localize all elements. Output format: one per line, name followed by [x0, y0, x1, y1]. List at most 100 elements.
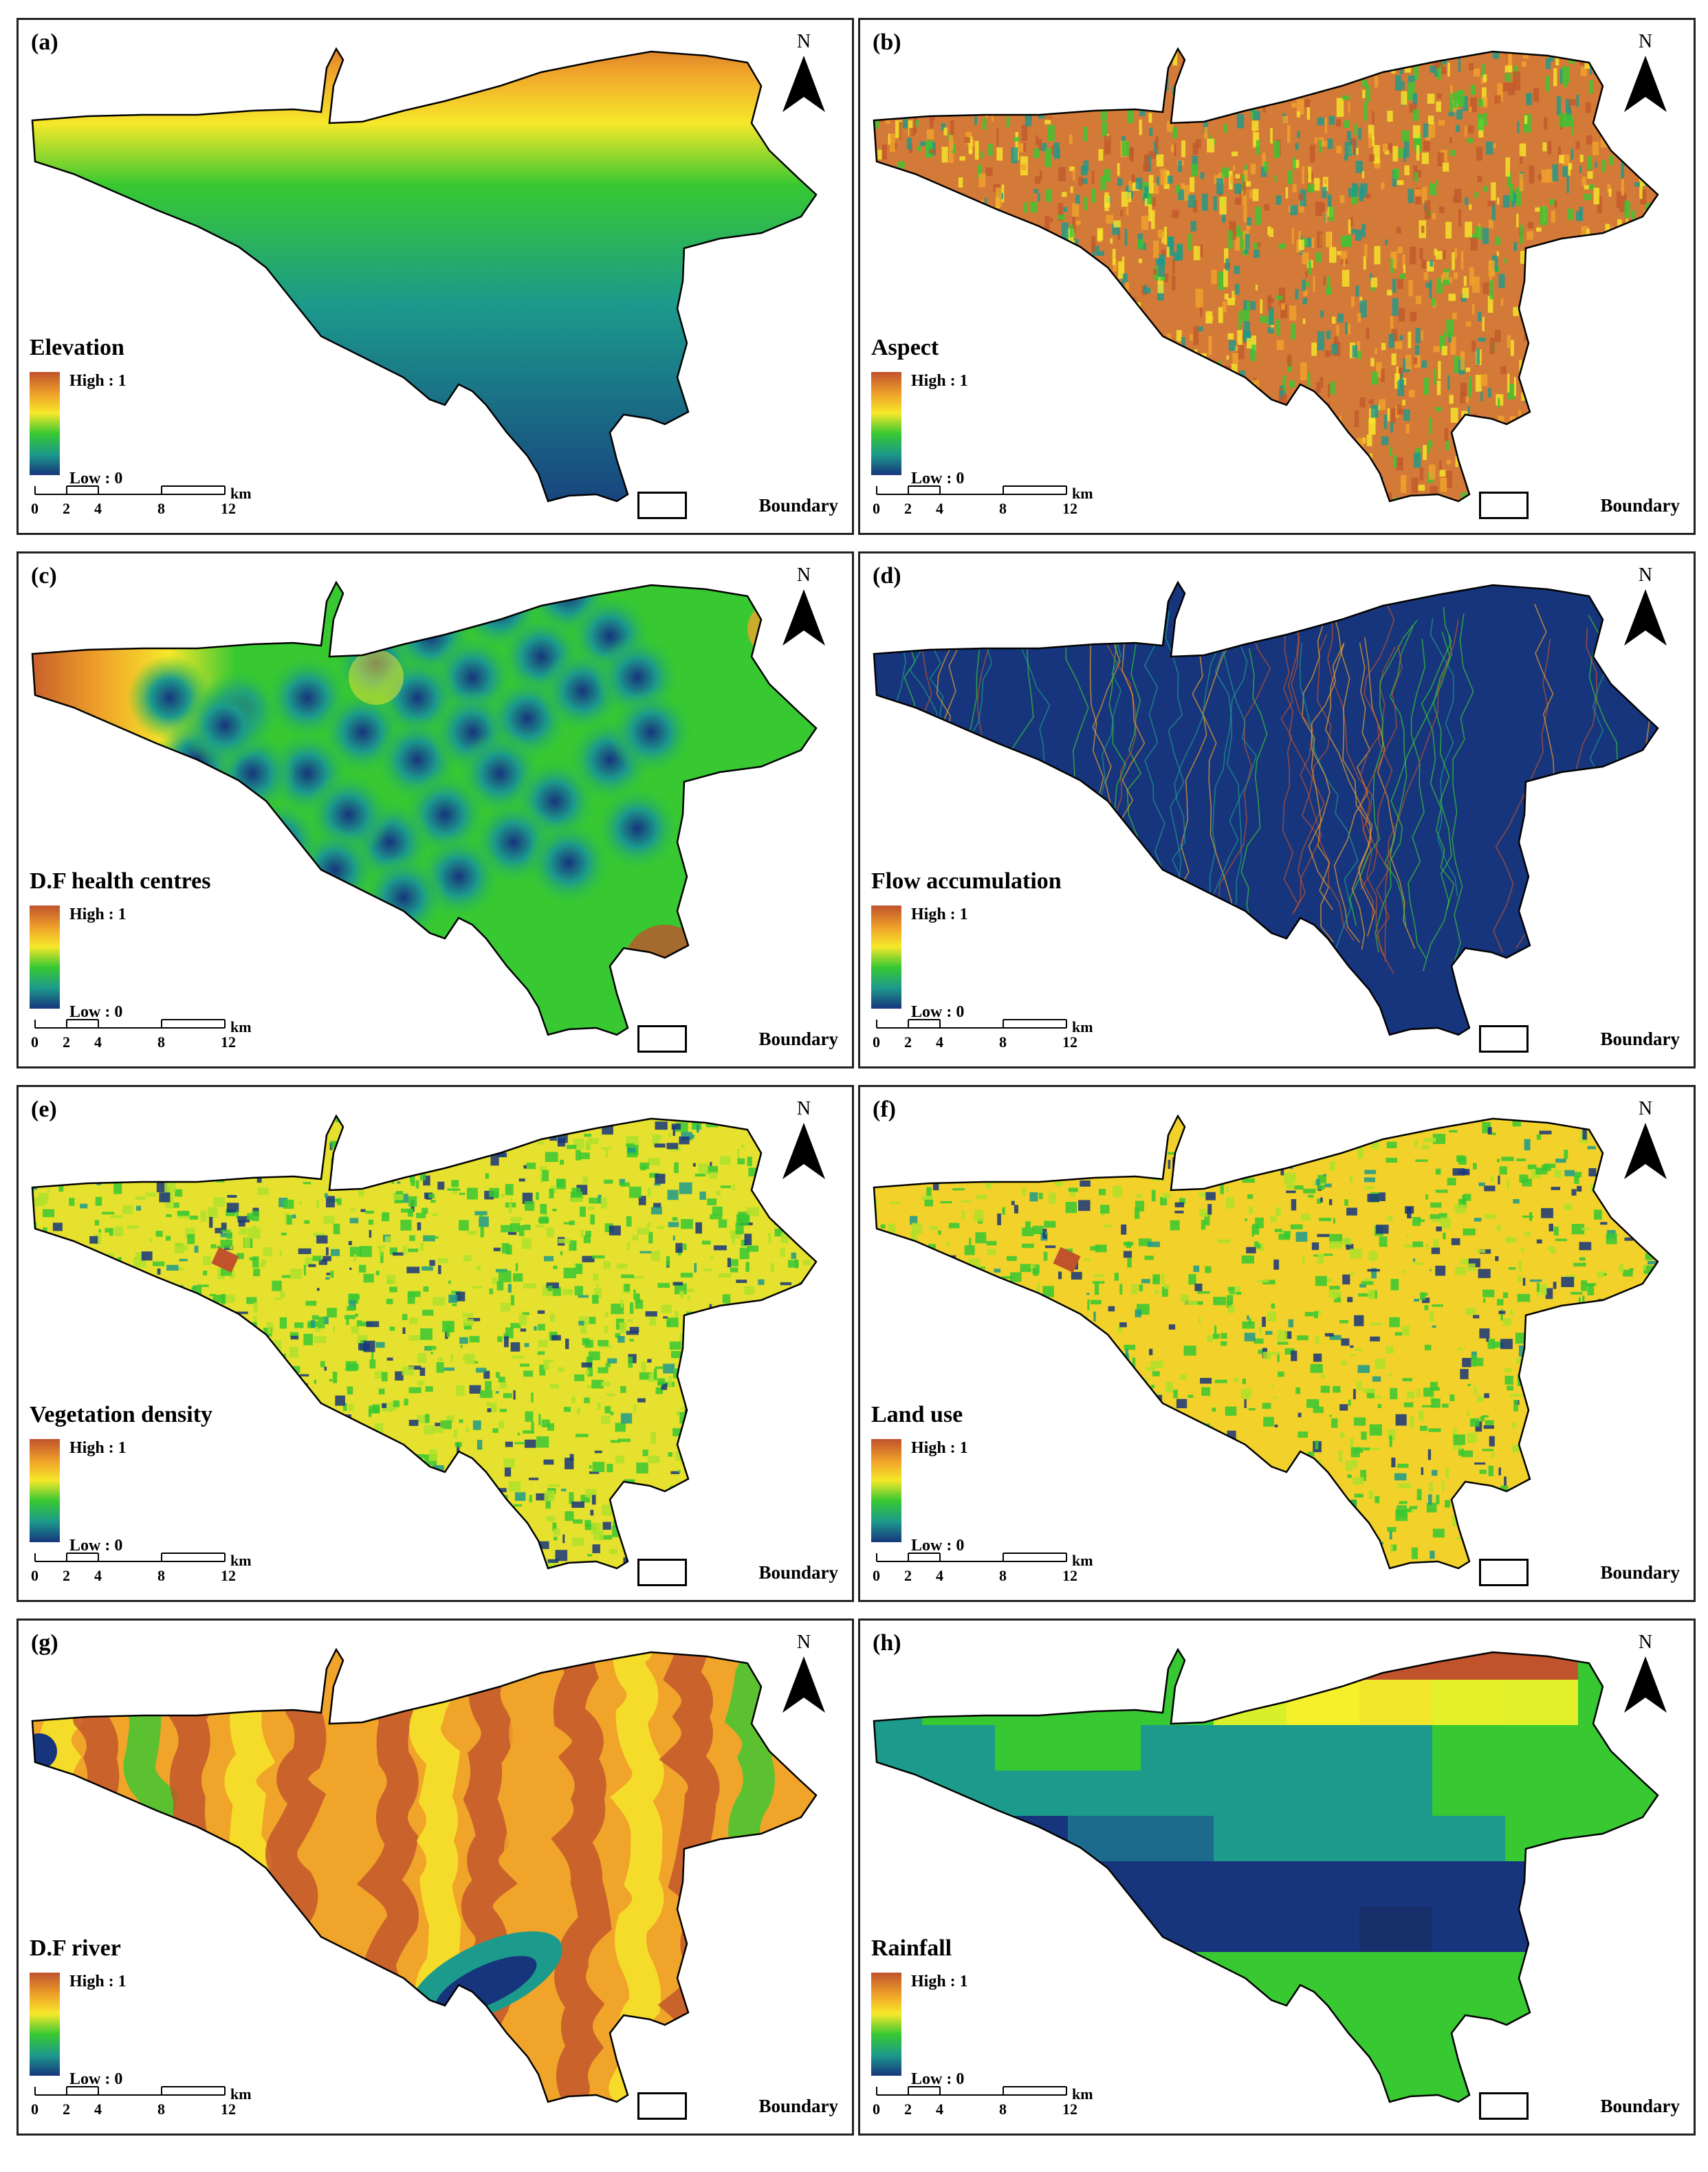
scale-unit: km	[230, 485, 252, 502]
legend-title: D.F health centres	[30, 868, 211, 894]
map-raster	[31, 1647, 818, 2103]
boundary-legend-swatch	[637, 1025, 687, 1053]
north-arrow-icon	[782, 589, 825, 646]
scale-tick-label: 4	[94, 2100, 102, 2118]
legend-low-label: Low : 0	[69, 1537, 123, 1555]
north-arrow-icon	[1624, 589, 1667, 646]
map-panel-rainfall: (h) N Rainfall High : 1 Low : 0 0 2 4 8 12 km Bound…	[858, 1619, 1696, 2136]
region-boundary	[873, 47, 1659, 503]
scale-bar-graphic	[876, 2086, 1067, 2096]
map-raster	[873, 1114, 1659, 1570]
scale-tick-label: 8	[999, 1033, 1007, 1051]
scale-unit: km	[1072, 1018, 1093, 1035]
scale-tick-label: 0	[31, 500, 39, 517]
north-arrow: N	[1618, 31, 1673, 134]
legend-low-label: Low : 0	[69, 470, 123, 487]
north-label: N	[1638, 31, 1653, 52]
scale-tick-label: 0	[873, 2100, 880, 2118]
scale-tick-label: 2	[904, 1033, 912, 1051]
scale-tick-label: 8	[999, 2100, 1007, 2118]
scale-bar: 0 2 4 8 12 km	[871, 1017, 1119, 1051]
raster-layer	[32, 49, 816, 501]
scale-bar-graphic	[34, 2086, 226, 2096]
raster-layer	[32, 1649, 816, 2102]
north-arrow: N	[776, 31, 831, 134]
legend-low-label: Low : 0	[69, 2070, 123, 2088]
scale-tick-label: 4	[936, 1567, 943, 1584]
north-arrow-icon	[782, 56, 825, 112]
scale-tick-label: 8	[157, 2100, 165, 2118]
region-boundary	[31, 1647, 818, 2103]
region-boundary	[31, 580, 818, 1036]
scale-tick-label: 4	[936, 2100, 943, 2118]
legend-low-label: Low : 0	[911, 1003, 965, 1021]
north-arrow: N	[776, 564, 831, 668]
north-label: N	[796, 564, 811, 586]
boundary-legend-swatch	[1479, 1025, 1529, 1053]
scale-bar: 0 2 4 8 12 km	[30, 1017, 277, 1051]
map-raster	[31, 47, 818, 503]
north-arrow: N	[1618, 1098, 1673, 1201]
panel-label: (d)	[873, 563, 901, 589]
boundary-legend-label: Boundary	[1600, 495, 1680, 516]
boundary-legend-swatch	[1479, 492, 1529, 519]
legend-title: Vegetation density	[30, 1402, 213, 1427]
map-panel-aspect: (b) N Aspect High : 1 Low : 0 0 2 4 8 12 km Boundar…	[858, 18, 1696, 535]
legend-title: Aspect	[871, 335, 939, 360]
legend-high-label: High : 1	[911, 1973, 968, 1990]
raster-layer	[32, 582, 816, 1035]
map-raster	[873, 580, 1659, 1036]
raster-layer	[32, 1116, 816, 1568]
region-boundary	[873, 1114, 1659, 1570]
legend-low-label: Low : 0	[911, 470, 965, 487]
scale-bar-graphic	[34, 485, 226, 495]
scale-tick-label: 2	[63, 500, 70, 517]
scale-tick-label: 4	[94, 1033, 102, 1051]
raster-layer	[874, 1116, 1658, 1568]
boundary-legend-swatch	[1479, 1559, 1529, 1586]
legend-title: Land use	[871, 1402, 963, 1427]
scale-tick-label: 12	[1062, 500, 1077, 517]
scale-tick-label: 12	[221, 500, 236, 517]
boundary-legend-label: Boundary	[758, 1029, 838, 1049]
north-label: N	[796, 31, 811, 52]
panel-label: (f)	[873, 1097, 896, 1122]
map-raster	[31, 1114, 818, 1570]
legend-low-label: Low : 0	[911, 1537, 965, 1555]
scale-bar-graphic	[876, 1553, 1067, 1562]
scale-unit: km	[1072, 485, 1093, 502]
north-label: N	[1638, 564, 1653, 586]
north-arrow-icon	[1624, 1656, 1667, 1713]
north-arrow-icon	[1624, 1123, 1667, 1179]
raster-layer	[874, 49, 1658, 501]
boundary-legend-label: Boundary	[1600, 2096, 1680, 2116]
scale-tick-label: 2	[63, 2100, 70, 2118]
scale-tick-label: 2	[904, 1567, 912, 1584]
north-arrow-icon	[782, 1656, 825, 1713]
map-panel-river: (g) N D.F river High : 1 Low : 0 0 2 4 8 12 km Boun…	[17, 1619, 854, 2136]
scale-tick-label: 2	[63, 1567, 70, 1584]
legend-color-ramp	[30, 372, 60, 475]
scale-bar: 0 2 4 8 12 km	[30, 2084, 277, 2118]
scale-tick-label: 12	[1062, 1567, 1077, 1584]
panel-label: (c)	[31, 563, 57, 589]
north-arrow: N	[1618, 1632, 1673, 1735]
scale-tick-label: 0	[31, 1567, 39, 1584]
map-panel-landuse: (f) N Land use High : 1 Low : 0 0 2 4 8 12 km Bound…	[858, 1085, 1696, 1602]
scale-unit: km	[230, 1552, 252, 1569]
scale-tick-label: 8	[999, 1567, 1007, 1584]
boundary-legend-label: Boundary	[1600, 1029, 1680, 1049]
legend-high-label: High : 1	[69, 1973, 127, 1990]
region-boundary	[873, 1647, 1659, 2103]
scale-tick-label: 0	[873, 1567, 880, 1584]
legend-high-label: High : 1	[69, 1439, 127, 1457]
legend-color-ramp	[871, 906, 901, 1009]
north-label: N	[1638, 1632, 1653, 1653]
boundary-legend-label: Boundary	[758, 2096, 838, 2116]
map-raster	[873, 47, 1659, 503]
boundary-legend-swatch	[637, 2092, 687, 2120]
boundary-legend-swatch	[637, 1559, 687, 1586]
legend-color-ramp	[871, 1973, 901, 2076]
scale-unit: km	[230, 2085, 252, 2103]
scale-tick-label: 2	[63, 1033, 70, 1051]
